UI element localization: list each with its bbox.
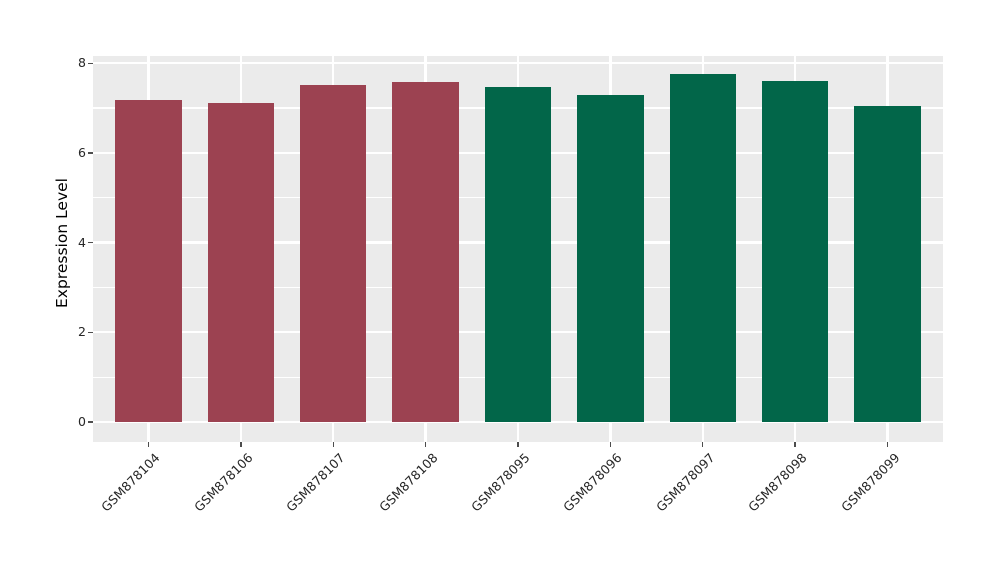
bar-GSM878097 [669, 73, 737, 422]
y-tick-label-8: 8 [78, 55, 86, 71]
y-tick-0 [88, 421, 93, 423]
x-tick-GSM878095 [517, 442, 519, 447]
x-tick-label-GSM878104: GSM878104 [98, 450, 164, 515]
bar-GSM878098 [761, 80, 829, 422]
bar-GSM878099 [854, 105, 921, 422]
x-tick-label-GSM878099: GSM878099 [837, 450, 903, 515]
y-axis-title: Expression Level [53, 178, 71, 308]
y-tick-8 [88, 62, 93, 64]
x-tick-label-GSM878096: GSM878096 [560, 450, 625, 515]
y-tick-2 [88, 331, 93, 333]
x-tick-label-GSM878098: GSM878098 [745, 450, 810, 515]
bar-GSM878106 [207, 102, 275, 422]
bar-GSM878108 [392, 82, 459, 422]
x-tick-label-GSM878108: GSM878108 [375, 450, 441, 515]
x-tick-label-GSM878097: GSM878097 [652, 450, 718, 515]
x-tick-label-GSM878106: GSM878106 [190, 450, 256, 515]
bar-GSM878107 [299, 84, 367, 422]
x-tick-GSM878104 [147, 442, 150, 447]
y-tick-label-0: 0 [78, 414, 86, 429]
bar-GSM878096 [577, 94, 644, 422]
x-tick-GSM878108 [424, 442, 427, 447]
bar-GSM878104 [115, 100, 182, 422]
y-tick-label-4: 4 [78, 234, 86, 250]
plot-panel [93, 56, 943, 442]
x-tick-GSM878098 [794, 442, 796, 447]
x-tick-label-GSM878095: GSM878095 [468, 450, 533, 515]
y-tick-4 [88, 241, 93, 244]
x-tick-GSM878107 [332, 442, 334, 447]
y-tick-label-6: 6 [78, 144, 86, 160]
x-tick-GSM878106 [240, 442, 242, 447]
x-tick-label-GSM878107: GSM878107 [283, 450, 348, 515]
x-tick-GSM878099 [886, 442, 889, 447]
bar-GSM878095 [484, 86, 552, 422]
y-tick-6 [88, 152, 93, 154]
x-tick-GSM878097 [702, 442, 704, 447]
x-tick-GSM878096 [609, 442, 612, 447]
y-tick-label-2: 2 [78, 324, 86, 340]
